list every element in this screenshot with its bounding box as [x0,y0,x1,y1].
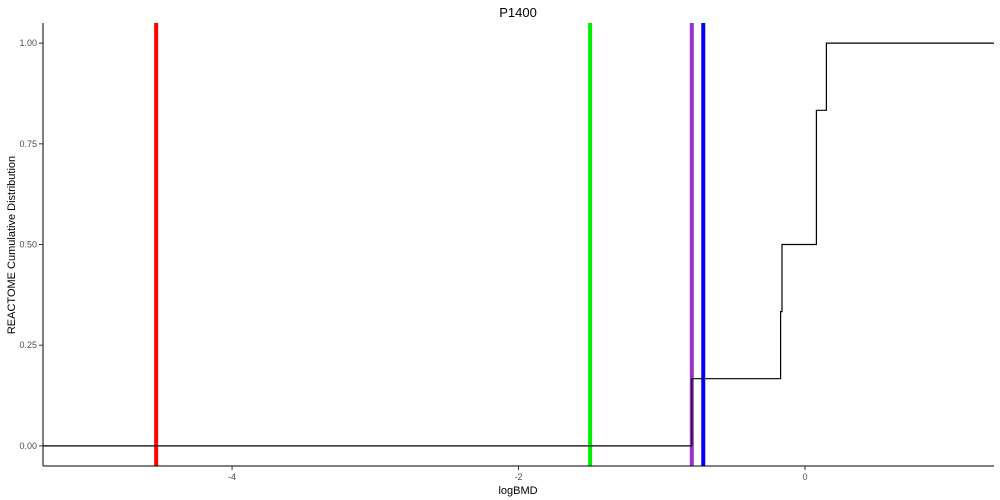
y-tick-label: 0.00 [19,441,37,451]
y-tick-label: 1.00 [19,38,37,48]
y-tick-label: 0.50 [19,240,37,250]
y-tick-label: 0.25 [19,340,37,350]
series-layer [43,42,994,447]
reference-lines [154,23,706,466]
x-tick-label: 0 [802,472,807,482]
x-axis-title: logBMD [498,485,537,497]
axes [42,23,994,467]
y-axis-title: REACTOME Cumulative Distribution [6,156,18,334]
cdf-step-line-1 [43,42,994,447]
y-tick-label: 0.75 [19,139,37,149]
x-tick-label: -2 [514,472,522,482]
ticks: -4 -2 0 0.00 0.25 0.50 0.75 1.00 [19,38,807,482]
chart-title: P1400 [499,5,537,20]
x-tick-label: -4 [228,472,236,482]
